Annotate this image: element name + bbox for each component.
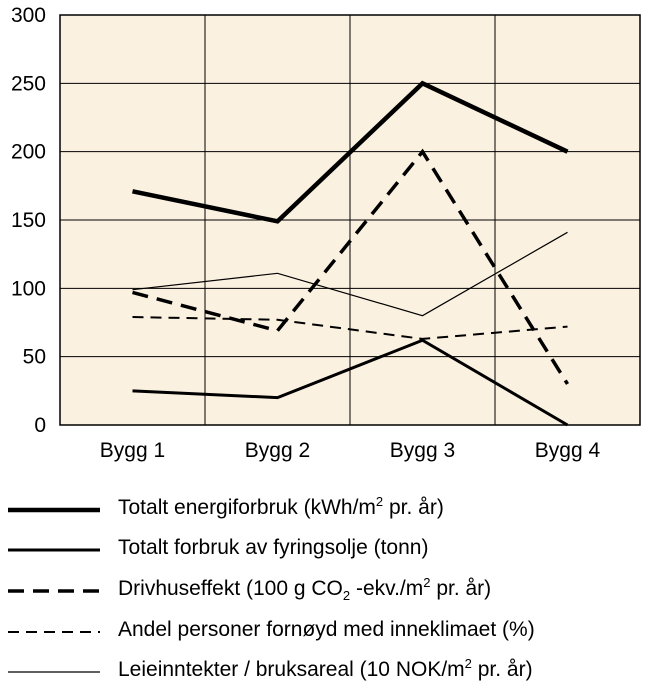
legend-item-greenhouse: Drivhuseffekt (100 g CO2 -ekv./m2 pr. år… (0, 571, 648, 611)
x-tick-label: Bygg 1 (100, 439, 165, 462)
legend-swatch-medium-solid (8, 548, 100, 552)
x-tick-label: Bygg 3 (390, 439, 455, 462)
y-tick-label: 0 (34, 414, 46, 437)
series-line-3 (132, 148, 569, 385)
legend-swatch-thin-dashed (8, 631, 100, 633)
plot-frame (59, 14, 641, 426)
y-tick-label: 150 (11, 209, 46, 232)
legend-item-rent: Leieinntekter / bruksareal (10 NOK/m2 pr… (0, 652, 648, 692)
legend-item-satisfaction: Andel personer fornøyd med inneklimaet (… (0, 612, 648, 652)
y-tick-label: 250 (11, 72, 46, 95)
y-tick-label: 300 (11, 4, 46, 27)
series-line-5 (132, 231, 568, 317)
legend-label-greenhouse: Drivhuseffekt (100 g CO2 -ekv./m2 pr. år… (118, 575, 492, 604)
legend-label-satisfaction: Andel personer fornøyd med inneklimaet (… (118, 618, 535, 641)
series-line-2 (132, 338, 569, 427)
x-tick-label: Bygg 2 (245, 439, 310, 462)
series-line-1 (132, 80, 569, 224)
y-tick-label: 100 (11, 277, 46, 300)
y-tick-label: 200 (11, 141, 46, 164)
line-chart: 0 50 100 150 200 250 300 Bygg 1 Bygg 2 Bygg 3 Bygg… (11, 4, 641, 462)
legend-label-rent: Leieinntekter / bruksareal (10 NOK/m2 pr… (118, 656, 533, 681)
legend-swatch-thick-dashed (8, 589, 100, 593)
y-tick-label: 50 (23, 346, 46, 369)
legend-swatch-thick-solid (8, 507, 100, 513)
legend-item-energy: Totalt energiforbruk (kWh/m2 pr. år) (0, 490, 648, 530)
x-tick-label: Bygg 4 (535, 439, 601, 462)
legend-item-fuel-oil: Totalt forbruk av fyringsolje (tonn) (0, 530, 648, 570)
legend-label-energy: Totalt energiforbruk (kWh/m2 pr. år) (118, 494, 444, 519)
legend-label-fuel-oil: Totalt forbruk av fyringsolje (tonn) (118, 536, 429, 559)
legend-swatch-thin-solid (8, 671, 100, 673)
series-line-4 (132, 316, 568, 340)
